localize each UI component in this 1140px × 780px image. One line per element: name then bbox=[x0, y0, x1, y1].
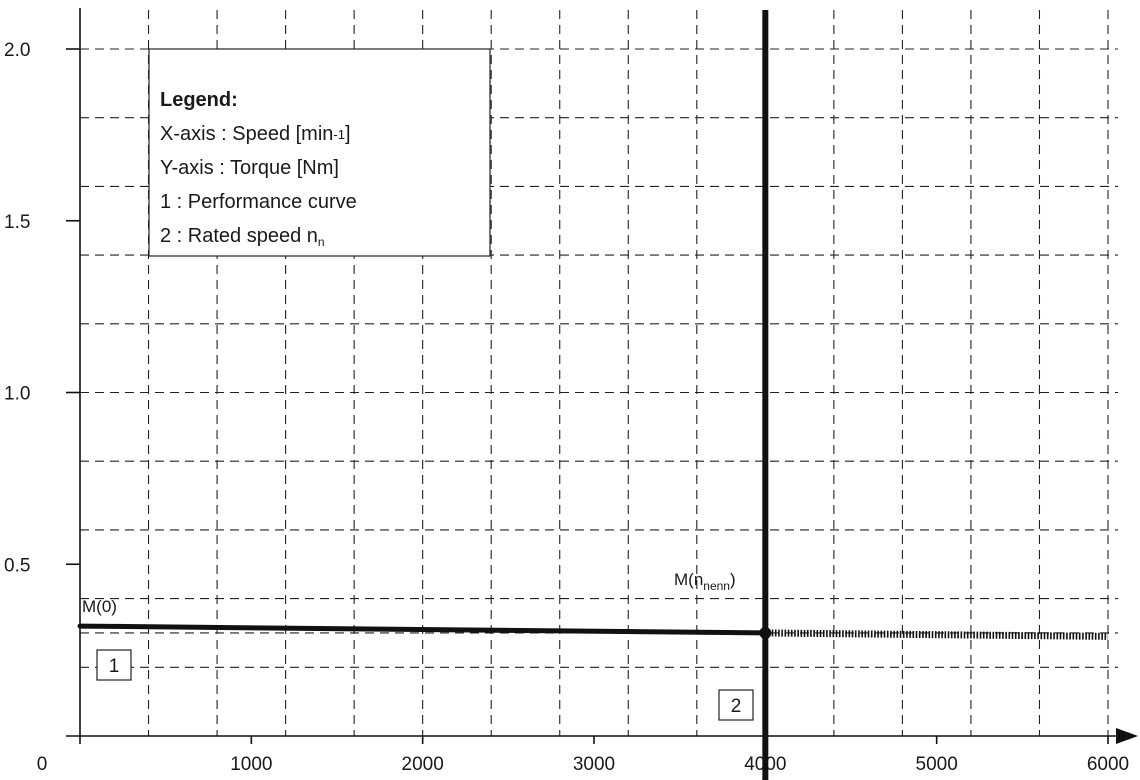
curve-marker-box bbox=[96, 649, 132, 681]
legend-entry: Y-axis : Torque [Nm] bbox=[160, 157, 339, 179]
legend-box bbox=[148, 48, 491, 257]
rated-speed-marker-box bbox=[718, 689, 754, 721]
annotations: M(0) M(nnenn) bbox=[82, 570, 736, 616]
data-series: 12 bbox=[77, 10, 1109, 780]
y-tick-label: 2.0 bbox=[4, 40, 30, 61]
x-axis-arrow-icon bbox=[1116, 728, 1138, 744]
annotation-m-nenn: M(nnenn) bbox=[674, 570, 736, 593]
rated-point-marker bbox=[759, 626, 772, 639]
rated-speed-marker-label: 2 bbox=[731, 696, 742, 717]
x-tick-label: 2000 bbox=[402, 754, 444, 775]
tick-labels: 01000200030004000500060000.51.01.52.0 bbox=[4, 40, 1129, 775]
performance-curve-line bbox=[77, 623, 768, 636]
axes bbox=[66, 8, 1138, 744]
y-tick-label: 1.0 bbox=[4, 384, 30, 405]
performance-curve-extension-line bbox=[765, 629, 1109, 640]
x-tick-label: 5000 bbox=[916, 754, 958, 775]
x-tick-label: 1000 bbox=[230, 754, 272, 775]
annotation-m0: M(0) bbox=[82, 597, 117, 616]
legend-title: Legend: bbox=[160, 89, 238, 111]
y-tick-label: 0.5 bbox=[4, 555, 30, 576]
curve-marker-label: 1 bbox=[109, 656, 120, 677]
legend-entry: 2 : Rated speed nn bbox=[160, 225, 325, 249]
legend: Legend: X-axis : Speed [min-1] Y-axis : To… bbox=[148, 48, 491, 257]
x-tick-label: 6000 bbox=[1087, 754, 1129, 775]
legend-entry: X-axis : Speed [min-1] bbox=[160, 123, 351, 145]
legend-entry: 1 : Performance curve bbox=[160, 191, 357, 213]
x-tick-label: 3000 bbox=[573, 754, 615, 775]
y-tick-label: 1.5 bbox=[4, 212, 30, 233]
x-tick-label: 0 bbox=[37, 754, 48, 775]
